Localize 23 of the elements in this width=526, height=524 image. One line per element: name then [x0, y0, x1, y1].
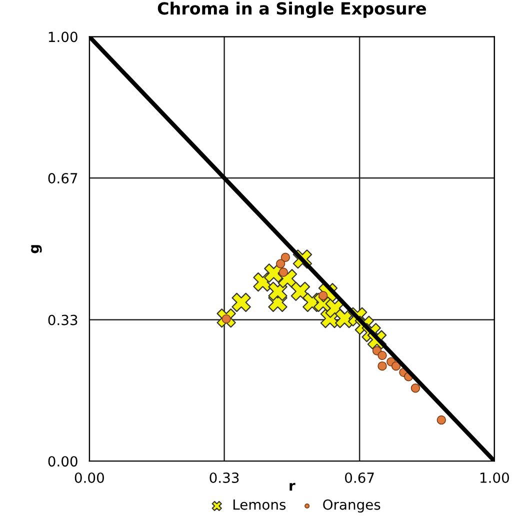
y-tick-label: 0.67	[48, 172, 78, 184]
point	[378, 361, 387, 371]
point	[278, 268, 288, 277]
legend-label: Lemons	[233, 500, 286, 510]
point	[391, 361, 401, 371]
y-tick-label: 1.00	[48, 32, 78, 42]
x-tick-label: 0.67	[345, 472, 374, 483]
point	[268, 282, 288, 301]
point	[280, 252, 290, 262]
legend-label: Oranges	[323, 499, 380, 513]
point	[436, 415, 446, 425]
point	[410, 384, 420, 393]
x-axis-title: r	[290, 482, 296, 491]
y-tick-label: 0.00	[48, 456, 78, 467]
x-tick-label: 1.00	[480, 472, 509, 483]
point	[232, 292, 251, 312]
y-tick-label: 0.33	[48, 314, 78, 326]
x-tick-label: 0.00	[74, 472, 104, 483]
point	[276, 259, 286, 268]
y-axis-title: g	[31, 245, 42, 254]
chart-title: Chroma in a Single Exposure	[158, 2, 426, 18]
point	[378, 350, 387, 360]
x-tick-label: 0.33	[210, 472, 239, 483]
